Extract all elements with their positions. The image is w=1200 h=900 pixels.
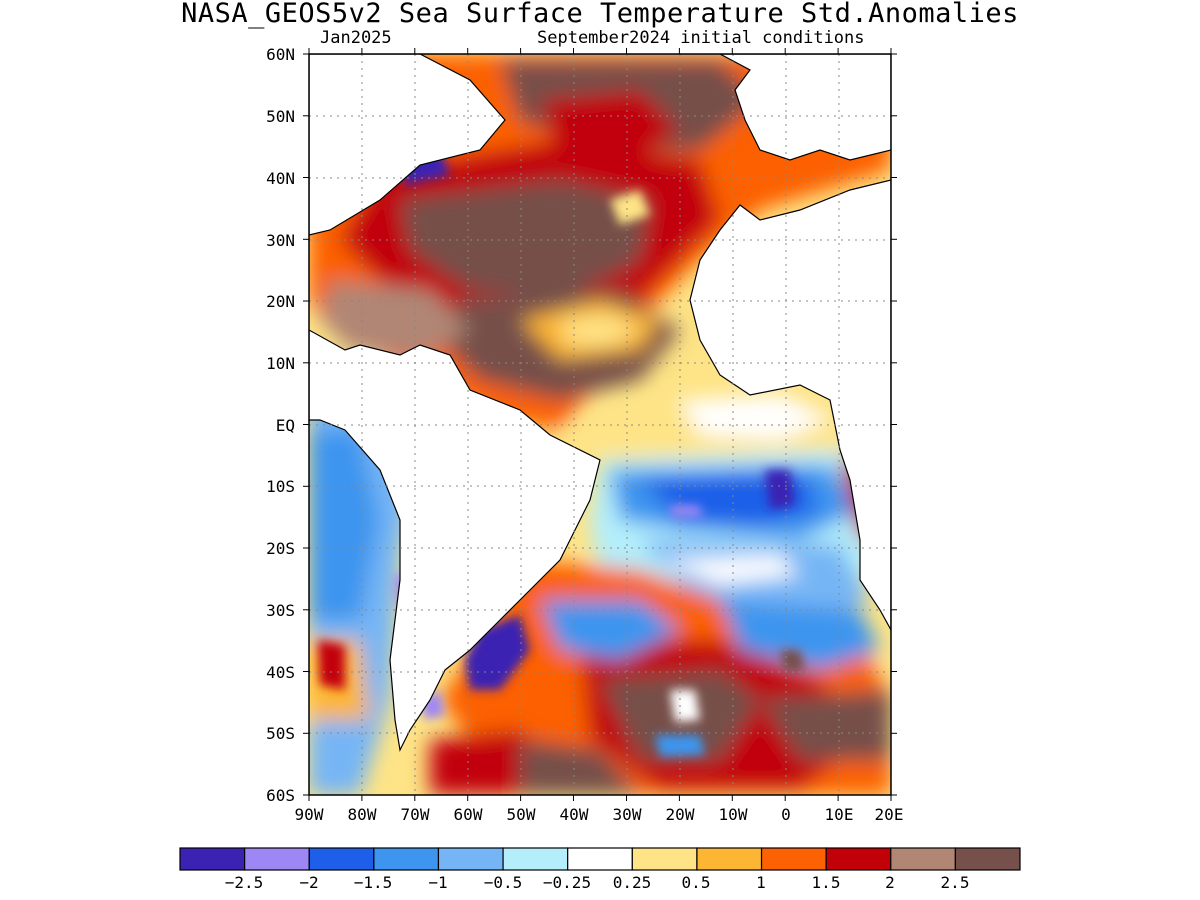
colorbar-label: −0.25 xyxy=(543,873,591,892)
anomaly-field xyxy=(309,54,891,795)
colorbar-swatch xyxy=(502,847,569,871)
graticule xyxy=(309,54,891,795)
colorbar-swatch xyxy=(373,847,440,871)
initial-conditions-label: September2024 initial conditions xyxy=(537,28,865,48)
lon-label: 20W xyxy=(666,805,695,824)
colorbar-swatch xyxy=(696,847,763,871)
lon-label: 10W xyxy=(719,805,748,824)
lat-label: 10S xyxy=(266,477,295,496)
colorbar-label: 1.5 xyxy=(812,873,841,892)
colorbar-swatch xyxy=(890,847,956,871)
lat-label: 20N xyxy=(266,292,295,311)
colorbar-swatch xyxy=(954,847,1021,871)
lon-label: 30W xyxy=(613,805,642,824)
lat-label: 30N xyxy=(266,231,295,250)
lat-label: 50S xyxy=(266,724,295,743)
lon-axis: 90W 80W 70W 60W 50W 40W 30W 20W 10W 0 10… xyxy=(295,805,904,824)
colorbar-label: 0.5 xyxy=(682,873,711,892)
lon-label: 70W xyxy=(401,805,430,824)
lon-label: 10E xyxy=(825,805,854,824)
colorbar-swatch xyxy=(825,847,892,871)
colorbar-label: 1 xyxy=(756,873,766,892)
lat-ticks xyxy=(303,53,897,796)
lat-axis: 60N 50N 40N 30N 20N 10N EQ 10S 20S 30S 4… xyxy=(266,45,295,805)
lon-label: 90W xyxy=(295,805,324,824)
colorbar-swatch xyxy=(179,847,246,871)
colorbar-label: −2 xyxy=(299,873,318,892)
lat-label: 30S xyxy=(266,601,295,620)
land xyxy=(309,54,891,752)
lat-label: 60N xyxy=(266,45,295,64)
lat-label: 60S xyxy=(266,786,295,805)
colorbar-swatch xyxy=(308,847,375,871)
colorbar-swatch xyxy=(437,847,504,871)
colorbar-label: −1.5 xyxy=(354,873,393,892)
lon-label: 50W xyxy=(507,805,536,824)
colorbar-label: −2.5 xyxy=(225,873,264,892)
lon-label: 40W xyxy=(560,805,589,824)
colorbar-label: −0.5 xyxy=(484,873,523,892)
colorbar-label: 2 xyxy=(885,873,895,892)
lon-label: 60W xyxy=(454,805,483,824)
colorbar-label: −1 xyxy=(428,873,447,892)
lat-label: 10N xyxy=(266,354,295,373)
chart-title: NASA_GEOS5v2 Sea Surface Temperature Std… xyxy=(181,0,1019,29)
colorbar-swatch xyxy=(760,847,827,871)
lon-label: 20E xyxy=(875,805,904,824)
colorbar-label: 0.25 xyxy=(613,873,652,892)
colorbar-swatch xyxy=(631,847,698,871)
lat-label: EQ xyxy=(276,416,295,435)
lat-label: 50N xyxy=(266,107,295,126)
lon-ticks xyxy=(308,48,892,801)
lat-label: 20S xyxy=(266,539,295,558)
colorbar-label: 2.5 xyxy=(941,873,970,892)
lat-label: 40S xyxy=(266,663,295,682)
colorbar xyxy=(179,847,1021,871)
valid-month-label: Jan2025 xyxy=(320,28,392,48)
lon-label: 80W xyxy=(348,805,377,824)
colorbar-labels: −2.5 −2 −1.5 −1 −0.5 −0.25 0.25 0.5 1 1.… xyxy=(225,873,970,892)
colorbar-swatch xyxy=(567,847,633,871)
lon-label: 0 xyxy=(781,805,791,824)
colorbar-swatch xyxy=(244,847,310,871)
lat-label: 40N xyxy=(266,169,295,188)
